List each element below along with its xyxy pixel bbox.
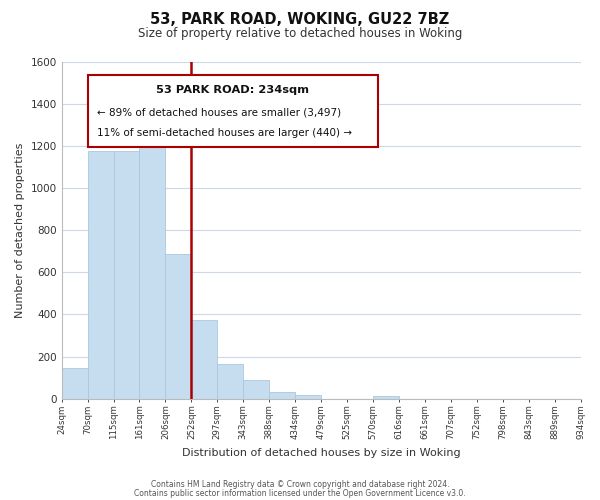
Bar <box>62 368 88 398</box>
Text: 53, PARK ROAD, WOKING, GU22 7BZ: 53, PARK ROAD, WOKING, GU22 7BZ <box>151 12 449 28</box>
Text: Contains public sector information licensed under the Open Government Licence v3: Contains public sector information licen… <box>134 488 466 498</box>
Bar <box>139 133 166 398</box>
Bar <box>88 151 113 398</box>
X-axis label: Distribution of detached houses by size in Woking: Distribution of detached houses by size … <box>182 448 460 458</box>
Text: ← 89% of detached houses are smaller (3,497): ← 89% of detached houses are smaller (3,… <box>97 107 341 117</box>
Text: 11% of semi-detached houses are larger (440) →: 11% of semi-detached houses are larger (… <box>97 128 352 138</box>
Bar <box>243 380 269 398</box>
Text: 53 PARK ROAD: 234sqm: 53 PARK ROAD: 234sqm <box>157 85 310 95</box>
Bar <box>269 392 295 398</box>
Text: Size of property relative to detached houses in Woking: Size of property relative to detached ho… <box>138 28 462 40</box>
Bar <box>295 394 321 398</box>
Y-axis label: Number of detached properties: Number of detached properties <box>15 142 25 318</box>
Text: Contains HM Land Registry data © Crown copyright and database right 2024.: Contains HM Land Registry data © Crown c… <box>151 480 449 489</box>
Bar <box>217 364 243 398</box>
Bar <box>191 320 217 398</box>
Bar <box>373 396 399 398</box>
FancyBboxPatch shape <box>88 75 378 148</box>
Bar <box>166 254 191 398</box>
Bar <box>113 151 139 398</box>
